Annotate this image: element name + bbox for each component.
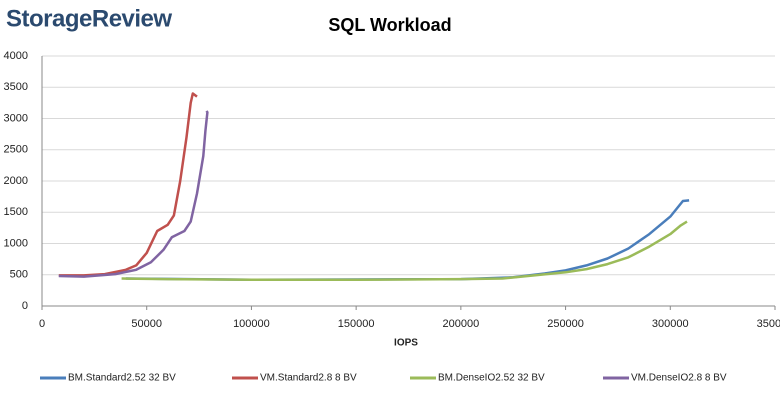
series-line: [58, 110, 209, 278]
chart-title: SQL Workload: [328, 15, 451, 35]
x-tick-label: 150000: [338, 318, 375, 330]
legend-label: VM.DenseIO2.8 8 BV: [631, 373, 727, 384]
y-tick-label: 0: [22, 300, 28, 312]
y-tick-label: 3000: [4, 112, 28, 124]
y-tick-label: 500: [10, 269, 28, 281]
y-tick-label: 4000: [4, 50, 28, 62]
y-tick-label: 2500: [4, 144, 28, 156]
legend-label: BM.Standard2.52 32 BV: [68, 373, 176, 384]
x-tick-label: 100000: [233, 318, 270, 330]
x-tick-label: 200000: [442, 318, 479, 330]
y-tick-label: 3500: [4, 81, 28, 93]
x-tick-label: 0: [39, 318, 45, 330]
x-axis-label: IOPS: [394, 338, 418, 349]
series-line: [121, 220, 688, 282]
legend-label: BM.DenseIO2.52 32 BV: [438, 373, 545, 384]
y-tick-label: 1000: [4, 237, 28, 249]
x-tick-label: 250000: [547, 318, 584, 330]
x-tick-label: 300000: [652, 318, 689, 330]
series-line: [58, 92, 198, 277]
y-tick-label: 1500: [4, 206, 28, 218]
x-tick-label: 350000: [757, 318, 780, 330]
legend-label: VM.Standard2.8 8 BV: [260, 373, 357, 384]
x-tick-label: 50000: [131, 318, 162, 330]
logo: StorageReview: [6, 5, 172, 32]
y-tick-label: 2000: [4, 175, 28, 187]
